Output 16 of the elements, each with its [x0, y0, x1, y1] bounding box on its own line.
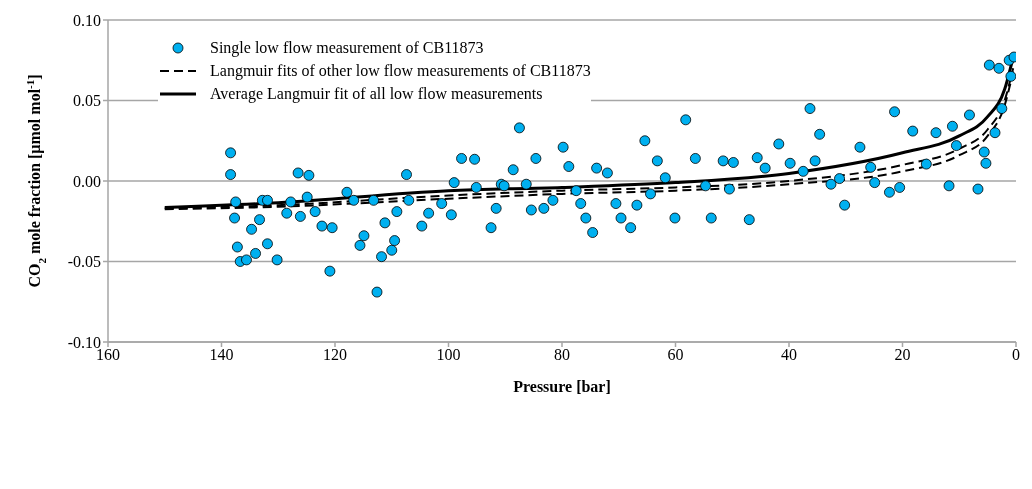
legend-label: Langmuir fits of other low flow measurements of CB11873 [210, 61, 591, 80]
x-tick-label: 0 [1012, 346, 1020, 364]
y-tick-label: 0.10 [73, 11, 101, 29]
legend-label: Single low flow measurement of CB11873 [210, 38, 484, 57]
x-tick-label: 40 [781, 346, 797, 364]
y-tick-label: -0.05 [67, 253, 101, 271]
x-tick-label: 80 [554, 346, 570, 364]
x-tick-label: 100 [436, 346, 461, 364]
x-tick-label: 140 [209, 346, 234, 364]
x-tick-label: 120 [323, 346, 347, 364]
y-tick-label: 0.05 [73, 92, 101, 110]
x-tick-label: 60 [667, 346, 684, 364]
x-tick-label: 20 [894, 346, 911, 364]
legend-label: Average Langmuir fit of all low flow measurements [210, 84, 543, 103]
y-tick-label: 0.00 [73, 172, 101, 190]
x-axis-title: Pressure [bar] [513, 378, 611, 395]
